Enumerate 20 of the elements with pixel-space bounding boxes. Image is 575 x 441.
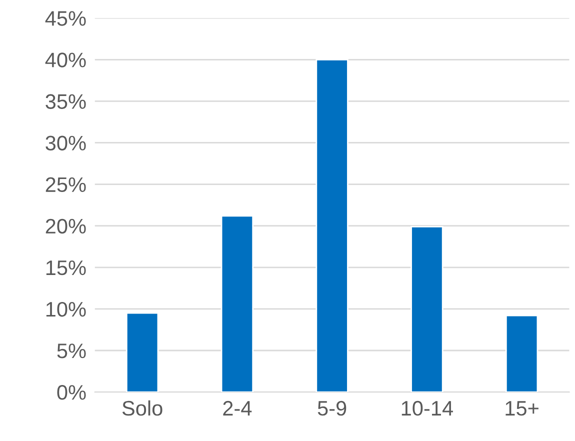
y-tick-label: 30% (46, 136, 86, 150)
y-tick-label: 20% (46, 218, 86, 234)
x-tick-label: 15+ (506, 401, 538, 416)
y-tick-label: 10% (46, 302, 86, 317)
x-tick-label: 5-9 (318, 400, 346, 416)
y-tick-label: 40% (45, 52, 86, 68)
y-tick-label: 15% (46, 260, 86, 276)
y-tick-label: 35% (46, 94, 86, 109)
y-tick-label: 45% (45, 11, 86, 26)
x-tick-label: 10-14 (402, 400, 453, 416)
bar (505, 314, 538, 392)
bar (316, 58, 348, 392)
bar (410, 226, 444, 392)
x-tick-label: 2-4 (223, 400, 252, 416)
x-tick-label: Solo (122, 400, 162, 416)
y-tick-label: 5% (57, 344, 86, 358)
bar (220, 215, 254, 392)
y-tick-label: 0% (57, 385, 86, 400)
y-tick-label: 25% (46, 177, 86, 192)
bar (126, 312, 159, 392)
